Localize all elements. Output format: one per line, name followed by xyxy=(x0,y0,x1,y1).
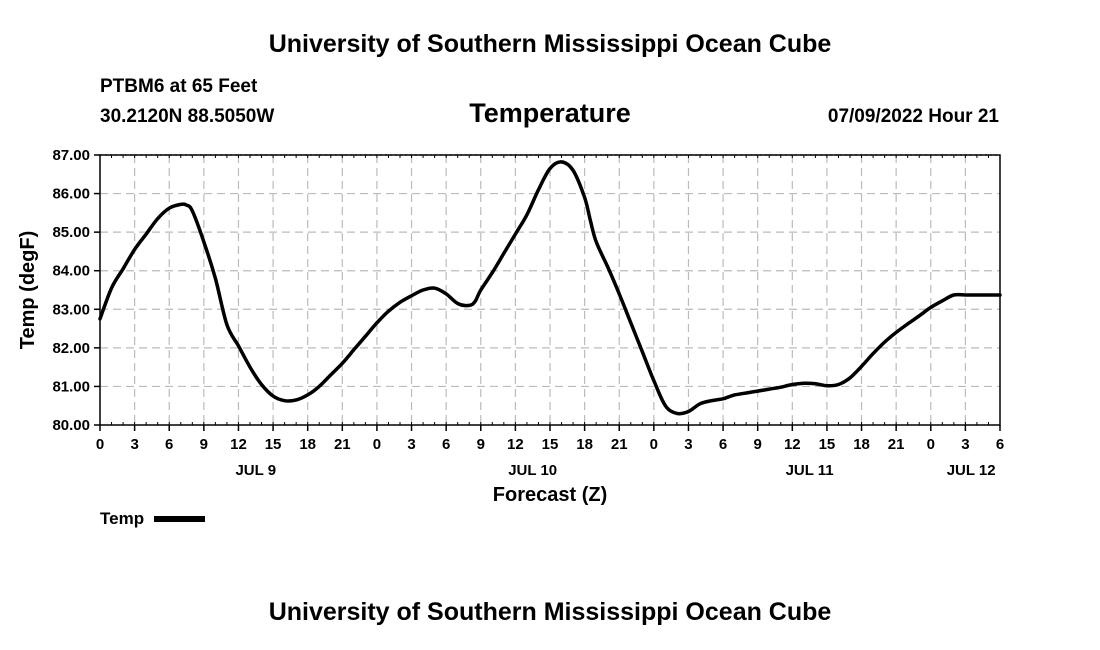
y-tick-label: 85.00 xyxy=(52,224,90,241)
x-axis-title: Forecast (Z) xyxy=(493,484,607,506)
legend: Temp xyxy=(100,509,206,529)
temp-series-line xyxy=(98,160,1002,416)
x-tick-label: 9 xyxy=(477,436,485,453)
y-axis: 80.00 81.00 82.00 83.00 84.00 85.00 86.00 87.00 xyxy=(52,147,100,434)
x-tick-label: 0 xyxy=(650,436,658,453)
x-tick-label: 6 xyxy=(442,436,450,453)
y-tick-label: 81.00 xyxy=(52,378,90,395)
chart-title: University of Southern Mississippi Ocean… xyxy=(268,30,832,58)
x-tick-label: 0 xyxy=(96,436,104,453)
y-tick-label: 84.00 xyxy=(52,263,90,280)
coordinates-label: 30.2120N 88.5050W xyxy=(100,106,275,127)
x-tick-label: 21 xyxy=(611,436,628,453)
station-label: PTBM6 at 65 Feet xyxy=(100,76,258,97)
x-tick-label: 12 xyxy=(230,436,247,453)
x-tick-label: 3 xyxy=(130,436,138,453)
x-tick-label: 6 xyxy=(996,436,1004,453)
x-tick-label: 15 xyxy=(265,436,282,453)
series-layer xyxy=(98,160,1002,416)
x-tick-label: 12 xyxy=(784,436,801,453)
y-tick-label: 86.00 xyxy=(52,186,90,203)
x-tick-label: 15 xyxy=(819,436,836,453)
plot-frame xyxy=(99,154,1001,426)
x-tick-label: 0 xyxy=(927,436,935,453)
x-tick-label: 12 xyxy=(507,436,524,453)
date-label: JUL 9 xyxy=(235,462,276,479)
x-tick-label: 9 xyxy=(754,436,762,453)
y-tick-label: 80.00 xyxy=(52,417,90,434)
date-label: JUL 10 xyxy=(508,462,557,479)
x-tick-label: 3 xyxy=(961,436,969,453)
x-tick-label: 21 xyxy=(334,436,351,453)
x-tick-label: 9 xyxy=(200,436,208,453)
y-axis-title: Temp (degF) xyxy=(17,231,39,350)
x-tick-label: 6 xyxy=(719,436,727,453)
parameter-title: Temperature xyxy=(469,98,631,128)
date-label: JUL 12 xyxy=(947,462,996,479)
x-tick-label: 18 xyxy=(576,436,593,453)
x-tick-label: 15 xyxy=(542,436,559,453)
footer-title: University of Southern Mississippi Ocean… xyxy=(268,598,832,626)
timestamp-label: 07/09/2022 Hour 21 xyxy=(827,106,999,127)
x-tick-label: 6 xyxy=(165,436,173,453)
x-tick-label: 18 xyxy=(299,436,316,453)
x-tick-label: 3 xyxy=(684,436,692,453)
date-label: JUL 11 xyxy=(786,462,834,479)
grid-lines xyxy=(100,154,1000,425)
x-tick-label: 21 xyxy=(888,436,905,453)
x-tick-label: 18 xyxy=(853,436,870,453)
y-tick-label: 83.00 xyxy=(52,301,90,318)
y-tick-label: 87.00 xyxy=(52,147,90,164)
y-tick-label: 82.00 xyxy=(52,340,90,357)
legend-line-swatch xyxy=(154,516,206,522)
x-tick-label: 0 xyxy=(373,436,381,453)
x-tick-label: 3 xyxy=(407,436,415,453)
legend-label: Temp xyxy=(100,509,145,528)
